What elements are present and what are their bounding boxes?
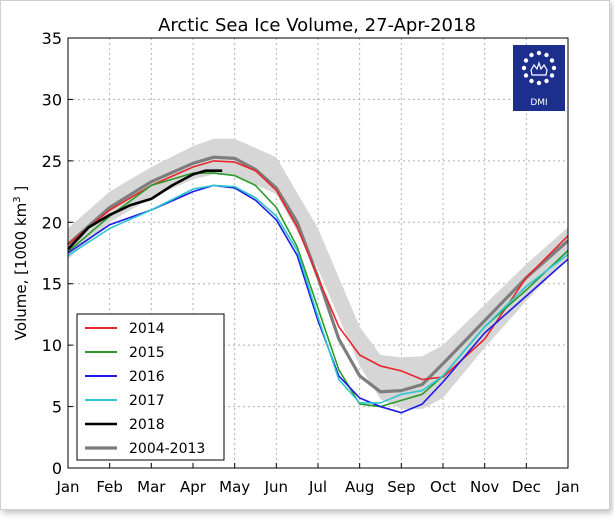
logo-stars — [521, 50, 557, 86]
chart-title: Arctic Sea Ice Volume, 27-Apr-2018 — [158, 15, 476, 36]
logo-star — [536, 80, 542, 86]
y-tick-label: 5 — [52, 398, 62, 417]
x-tick-label: Jan — [555, 478, 579, 496]
y-axis-label-end: ] — [12, 186, 30, 197]
legend: 2014 2015 2016 2017 2018 2004-2013 — [76, 313, 225, 461]
legend-items: 2014 2015 2016 2017 2018 2004-2013 — [85, 321, 205, 457]
y-ticks: 0 5 10 15 20 25 30 35 — [42, 29, 73, 478]
x-tick-label: Apr — [180, 478, 207, 496]
logo-star — [521, 65, 527, 71]
sea-ice-volume-chart: Arctic Sea Ice Volume, 27-Apr-2018 0 5 10 1… — [12, 15, 580, 496]
logo-star — [549, 73, 555, 78]
y-tick-label: 20 — [42, 213, 62, 232]
y-axis-label-text: Volume, [1000 km — [12, 203, 30, 340]
x-ticks: Jan Feb Mar Apr May Jun Jul Aug Sep Oct Nov Dec Jan — [55, 463, 580, 496]
x-tick-label: Mar — [137, 478, 166, 496]
legend-label-2016: 2016 — [129, 369, 165, 385]
logo-star — [529, 52, 534, 58]
logo-star — [523, 73, 529, 78]
y-tick-label: 35 — [42, 29, 62, 48]
x-tick-label: Nov — [470, 478, 499, 496]
series-line-2018 — [67, 169, 223, 251]
legend-label-2015: 2015 — [129, 345, 165, 361]
y-tick-label: 0 — [52, 459, 62, 478]
x-tick-label: Sep — [387, 478, 415, 496]
x-tick-label: May — [219, 478, 250, 496]
legend-box — [76, 313, 225, 461]
series-line-2014 — [67, 160, 569, 381]
legend-label-2014: 2014 — [129, 321, 165, 337]
series-line-2017 — [67, 184, 569, 404]
x-tick-label: Jul — [308, 478, 327, 496]
legend-label-2018: 2018 — [129, 417, 165, 433]
y-axis-label-sup: 3 — [12, 196, 23, 202]
logo-text: DMI — [530, 98, 547, 108]
x-tick-label: Jan — [55, 478, 79, 496]
logo-star — [549, 58, 555, 63]
legend-label-2017: 2017 — [129, 393, 165, 409]
x-tick-label: Aug — [345, 478, 374, 496]
y-tick-label: 25 — [42, 152, 62, 171]
logo-star — [536, 50, 542, 56]
logo-star — [529, 78, 534, 84]
series-line-2016 — [67, 184, 569, 414]
x-tick-label: Dec — [512, 478, 541, 496]
x-tick-label: Feb — [96, 478, 123, 496]
legend-label-2004-2013: 2004-2013 — [129, 441, 205, 457]
logo-star — [523, 58, 529, 63]
logo-star — [544, 52, 549, 58]
y-tick-label: 15 — [42, 275, 62, 294]
y-tick-label: 10 — [42, 336, 62, 355]
y-tick-label: 30 — [42, 90, 62, 109]
x-tick-label: Jun — [264, 478, 288, 496]
figure-frame: Arctic Sea Ice Volume, 27-Apr-2018 0 5 10 1… — [0, 0, 610, 510]
x-tick-label: Oct — [430, 478, 456, 496]
logo-star — [551, 65, 557, 71]
crown-icon — [530, 61, 548, 76]
series-layer — [66, 155, 570, 414]
y-axis-label: Volume, [1000 km3 ] — [12, 186, 30, 340]
logo-star — [544, 78, 549, 84]
dmi-logo: DMI — [513, 45, 565, 111]
